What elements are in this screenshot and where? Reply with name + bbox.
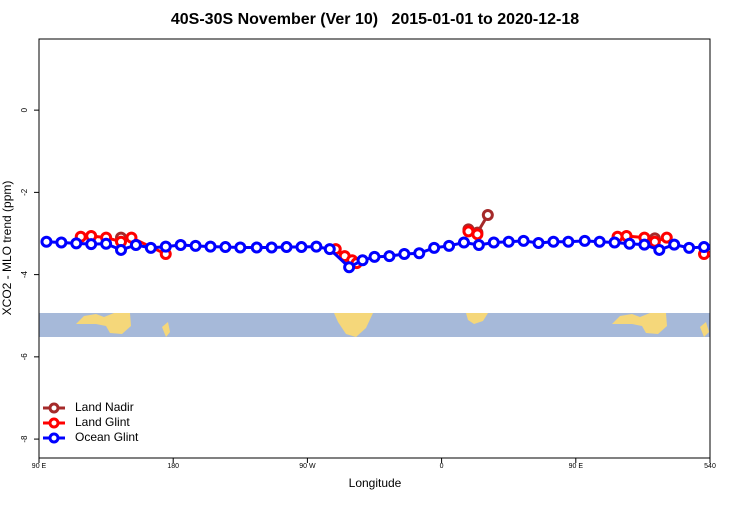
point — [189, 239, 202, 252]
legend-label: Land Nadir — [75, 400, 134, 414]
point — [683, 241, 696, 254]
point — [368, 250, 381, 263]
x-axis-label: Longitude — [349, 476, 402, 490]
point — [55, 236, 68, 249]
point — [623, 237, 636, 250]
point — [398, 248, 411, 261]
point — [280, 241, 293, 254]
y-tick-label: -2 — [20, 188, 29, 196]
legend-marker — [48, 432, 60, 444]
x-tick-label: 0 — [440, 463, 444, 470]
legend-marker — [48, 402, 60, 414]
point — [593, 235, 606, 248]
point — [250, 241, 263, 254]
y-axis-label: XCO2 - MLO trend (ppm) — [0, 181, 14, 316]
point — [310, 240, 323, 253]
y-tick-label: 0 — [20, 107, 29, 112]
legend-marker — [48, 417, 60, 429]
x-tick-label: 540 — [704, 463, 716, 470]
point — [668, 238, 681, 251]
point — [562, 235, 575, 248]
legend-label: Ocean Glint — [75, 430, 139, 444]
point — [532, 236, 545, 249]
point — [159, 240, 172, 253]
y-tick-label: -8 — [20, 435, 29, 443]
point — [457, 236, 470, 249]
plot-frame — [38, 38, 711, 459]
y-tick-label: -6 — [20, 353, 29, 361]
x-tick-label: 180 — [167, 463, 179, 470]
point — [115, 243, 128, 256]
map-strip — [39, 313, 710, 337]
point — [472, 239, 485, 252]
point — [85, 238, 98, 251]
point — [100, 237, 113, 250]
point — [323, 243, 336, 256]
point — [129, 239, 142, 252]
point — [608, 236, 621, 249]
x-tick-label: 90 W — [299, 463, 316, 470]
point — [144, 241, 157, 254]
point — [443, 239, 456, 252]
point — [265, 241, 278, 254]
point — [40, 235, 53, 248]
chart-title: 40S-30S November (Ver 10) 2015-01-01 to … — [171, 11, 579, 28]
x-tick-label: 90 E — [569, 463, 584, 470]
point — [204, 240, 217, 253]
point — [174, 239, 187, 252]
point — [383, 250, 396, 263]
x-tick-label: 90 E — [32, 463, 47, 470]
point — [578, 234, 591, 247]
point — [517, 234, 530, 247]
point — [698, 241, 711, 254]
point — [487, 236, 500, 249]
point — [660, 231, 673, 244]
point — [547, 235, 560, 248]
point — [638, 238, 651, 251]
point — [234, 241, 247, 254]
point — [471, 228, 484, 241]
point — [343, 261, 356, 274]
point — [502, 235, 515, 248]
y-tick-label: -4 — [20, 271, 29, 279]
point — [356, 254, 369, 267]
point — [653, 243, 666, 256]
point — [481, 208, 494, 221]
point — [219, 241, 232, 254]
legend-label: Land Glint — [75, 415, 130, 429]
point — [70, 237, 83, 250]
point — [295, 241, 308, 254]
point — [413, 247, 426, 260]
point — [428, 241, 441, 254]
